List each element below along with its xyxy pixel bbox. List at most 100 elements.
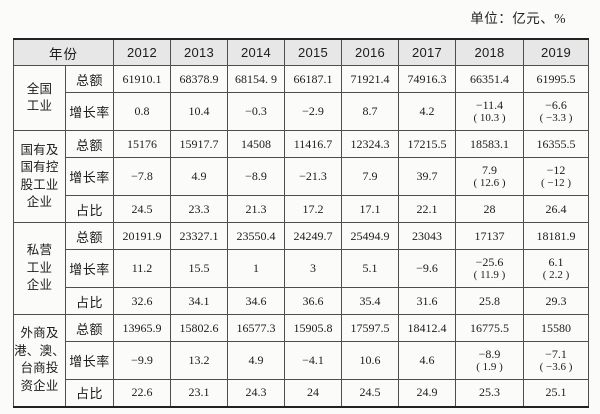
value-cell: 15905.8 (284, 314, 342, 342)
table-row: 增长率 11.2 15.5 1 3 5.1 −9.6 −25.6( 11.9 ) 6.1( 2.… (14, 249, 589, 288)
value-cell: 4.9 (227, 341, 285, 380)
value-cell: 18583.1 (455, 130, 524, 158)
value-cell: 4.2 (398, 92, 456, 131)
value-cell: 11416.7 (284, 130, 342, 158)
value-cell: 3 (284, 249, 342, 288)
group-label-cell: 全国 工业 (13, 65, 66, 131)
value-cell: 14508 (227, 130, 285, 158)
value-paren: ( −12 ) (540, 177, 572, 190)
group-label-cell: 外商及 港、澳、 台商投 资企业 (13, 314, 66, 407)
table-row: 增长率 0.8 10.4 −0.3 −2.9 8.7 4.2 −11.4( 10.3 ) −6.… (14, 92, 589, 131)
value-cell: −7.8 (113, 157, 171, 196)
group-label-cell: 国有及 国有控 股工业 企业 (13, 130, 66, 223)
value-cell: 5.1 (341, 249, 399, 288)
value-paren: ( 10.3 ) (473, 112, 506, 125)
value-cell: 13.2 (170, 341, 228, 380)
metric-label-cell: 总额 (65, 222, 114, 250)
value-cell: 1 (227, 249, 285, 288)
value-cell: −12( −12 ) (523, 157, 589, 196)
value-cell: 10.6 (341, 341, 399, 380)
year-header-label: 年份 (13, 38, 114, 66)
metric-label-cell: 增长率 (65, 341, 114, 380)
value-cell: 11.2 (113, 249, 171, 288)
value-main: −6.6 (545, 97, 567, 112)
value-cell: 7.9( 12.6 ) (455, 157, 524, 196)
value-cell: −2.9 (284, 92, 342, 131)
year-header-cell: 2017 (398, 38, 456, 66)
value-cell: 18412.4 (398, 314, 456, 342)
value-cell: 16355.5 (523, 130, 589, 158)
value-paren: ( 12.6 ) (473, 177, 506, 190)
metric-label-cell: 总额 (65, 130, 114, 158)
value-cell: 35.4 (341, 287, 399, 315)
value-cell: 24249.7 (284, 222, 342, 250)
table-row: 外商及 港、澳、 台商投 资企业 总额 13965.9 15802.6 16577.3 1… (13, 314, 589, 407)
table-row: 增长率 −9.9 13.2 4.9 −4.1 10.6 4.6 −8.9( 1.9 ) −7.1… (14, 341, 589, 380)
value-cell: 39.7 (398, 157, 456, 196)
value-cell: 15917.7 (170, 130, 228, 158)
value-cell: 34.6 (227, 287, 285, 315)
value-main: −8.9 (478, 346, 501, 361)
value-cell: 10.4 (170, 92, 228, 131)
value-cell: 23.3 (170, 195, 228, 223)
metric-label-cell: 总额 (65, 314, 114, 342)
value-main: −12 (546, 162, 566, 177)
year-header-cell: 2012 (113, 38, 171, 66)
value-cell: 28 (455, 195, 524, 223)
value-cell: 23327.1 (170, 222, 228, 250)
header-row: 年份 2012 2013 2014 2015 2016 2017 2018 2019 (13, 38, 589, 66)
value-cell: 7.9 (341, 157, 399, 196)
value-cell: 24.3 (227, 379, 285, 407)
unit-label: 单位：亿元、% (470, 11, 566, 26)
year-header-cell: 2019 (523, 38, 589, 66)
value-paren: ( −3.6 ) (539, 361, 573, 374)
table-row: 占比 22.6 23.1 24.3 24 24.5 24.9 25.3 25.1 (14, 379, 589, 407)
value-cell: 22.1 (398, 195, 456, 223)
value-cell: −11.4( 10.3 ) (455, 92, 524, 131)
value-cell: 8.7 (341, 92, 399, 131)
value-cell: 61995.5 (523, 65, 589, 93)
value-cell: 29.3 (523, 287, 589, 315)
value-paren: ( 11.9 ) (473, 269, 506, 282)
value-cell: 15802.6 (170, 314, 228, 342)
value-cell: 68154. 9 (227, 65, 285, 93)
table-row: 全国 工业 总额 61910.1 68378.9 68154. 9 66187.1 7192… (13, 65, 589, 131)
value-cell: 12324.3 (341, 130, 399, 158)
value-cell: 24 (284, 379, 342, 407)
value-cell: 66351.4 (455, 65, 524, 93)
group-label-cell: 私营 工业 企业 (13, 222, 66, 315)
value-paren: ( 1.9 ) (476, 361, 503, 374)
value-cell: 17215.5 (398, 130, 456, 158)
value-cell: 68378.9 (170, 65, 228, 93)
metric-label-cell: 占比 (65, 195, 114, 223)
value-cell: 34.1 (170, 287, 228, 315)
year-header-cell: 2014 (227, 38, 285, 66)
value-cell: 22.6 (113, 379, 171, 407)
value-main: −25.6 (475, 254, 504, 269)
year-header-cell: 2013 (170, 38, 228, 66)
value-cell: −25.6( 11.9 ) (455, 249, 524, 288)
data-table: 年份 2012 2013 2014 2015 2016 2017 2018 2019 全国 工… (13, 38, 589, 408)
value-cell: 24.5 (341, 379, 399, 407)
value-cell: 23.1 (170, 379, 228, 407)
value-cell: 16775.5 (455, 314, 524, 342)
value-cell: 15580 (523, 314, 589, 342)
value-cell: 24.5 (113, 195, 171, 223)
value-cell: 25494.9 (341, 222, 399, 250)
value-cell: 25.8 (455, 287, 524, 315)
metric-label-cell: 增长率 (65, 157, 114, 196)
value-main: −7.1 (545, 346, 567, 361)
value-cell: 71921.4 (341, 65, 399, 93)
value-cell: 25.1 (523, 379, 589, 407)
value-cell: 0.8 (113, 92, 171, 131)
value-cell: 32.6 (113, 287, 171, 315)
value-cell: 17.2 (284, 195, 342, 223)
metric-label-cell: 占比 (65, 379, 114, 407)
value-cell: 20191.9 (113, 222, 171, 250)
value-cell: 16577.3 (227, 314, 285, 342)
value-cell: −0.3 (227, 92, 285, 131)
value-cell: 15176 (113, 130, 171, 158)
value-cell: 17.1 (341, 195, 399, 223)
value-paren: ( −3.3 ) (539, 112, 573, 125)
